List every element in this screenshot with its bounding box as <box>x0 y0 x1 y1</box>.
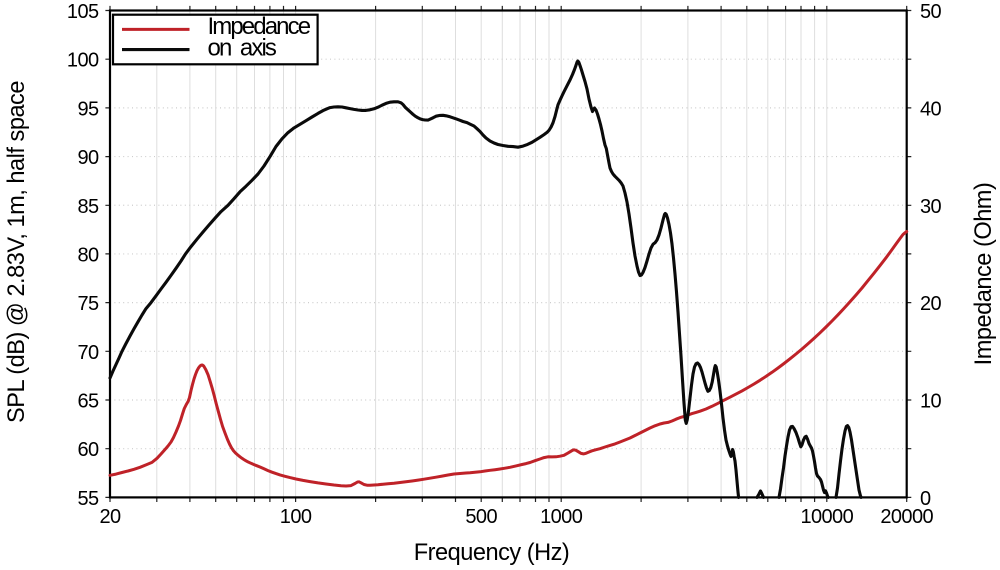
svg-text:20: 20 <box>99 506 121 528</box>
svg-text:70: 70 <box>77 342 99 364</box>
svg-text:55: 55 <box>77 488 99 510</box>
svg-text:on axis: on axis <box>208 35 277 62</box>
svg-text:95: 95 <box>77 98 99 120</box>
svg-text:Impedance: Impedance <box>208 13 311 40</box>
svg-text:65: 65 <box>77 391 99 413</box>
svg-text:500: 500 <box>465 506 497 528</box>
svg-text:80: 80 <box>77 244 99 266</box>
svg-text:90: 90 <box>77 147 99 169</box>
svg-text:20000: 20000 <box>880 506 933 528</box>
svg-text:50: 50 <box>920 1 942 23</box>
svg-text:10000: 10000 <box>800 506 853 528</box>
svg-text:85: 85 <box>77 196 99 218</box>
svg-text:20: 20 <box>920 293 942 315</box>
svg-text:100: 100 <box>67 50 99 72</box>
svg-text:40: 40 <box>920 98 942 120</box>
svg-text:SPL (dB) @ 2.83V, 1m, half spa: SPL (dB) @ 2.83V, 1m, half space <box>4 81 30 423</box>
svg-text:10: 10 <box>920 391 942 413</box>
svg-text:0: 0 <box>920 488 931 510</box>
svg-text:Impedance (Ohm): Impedance (Ohm) <box>971 183 997 366</box>
svg-text:30: 30 <box>920 196 942 218</box>
svg-text:100: 100 <box>280 506 312 528</box>
svg-text:Frequency (Hz): Frequency (Hz) <box>414 540 570 566</box>
svg-text:105: 105 <box>67 1 99 23</box>
svg-text:1000: 1000 <box>540 506 583 528</box>
svg-text:60: 60 <box>77 439 99 461</box>
svg-text:75: 75 <box>77 293 99 315</box>
